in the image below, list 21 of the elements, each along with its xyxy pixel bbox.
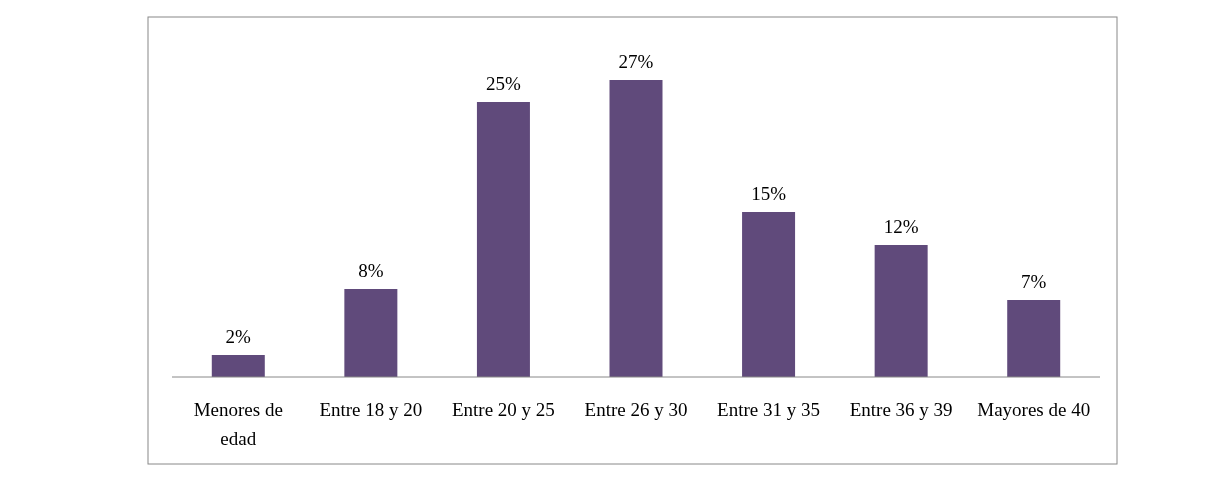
data-label: 27% [618,51,654,72]
data-label: 7% [1021,271,1047,292]
bar [742,212,796,377]
bar [211,355,265,377]
x-tick-label: Entre 18 y 20 [319,399,423,420]
data-label: 8% [358,260,384,281]
data-label: 12% [883,216,919,237]
x-tick-label: Entre 31 y 35 [717,399,821,420]
bar [476,102,530,377]
x-tick-label: Entre 36 y 39 [849,399,953,420]
data-label: 25% [486,73,522,94]
x-tick-label: Mayores de 40 [977,399,1091,420]
x-tick-label: Menores de edad [193,399,283,449]
x-tick-label: Entre 26 y 30 [584,399,688,420]
bar [874,245,928,377]
bar [344,289,398,377]
data-label: 2% [225,326,252,347]
x-tick-label: Entre 20 y 25 [451,399,555,420]
data-label: 15% [751,183,787,204]
bar [1007,300,1061,377]
bar [609,80,663,377]
